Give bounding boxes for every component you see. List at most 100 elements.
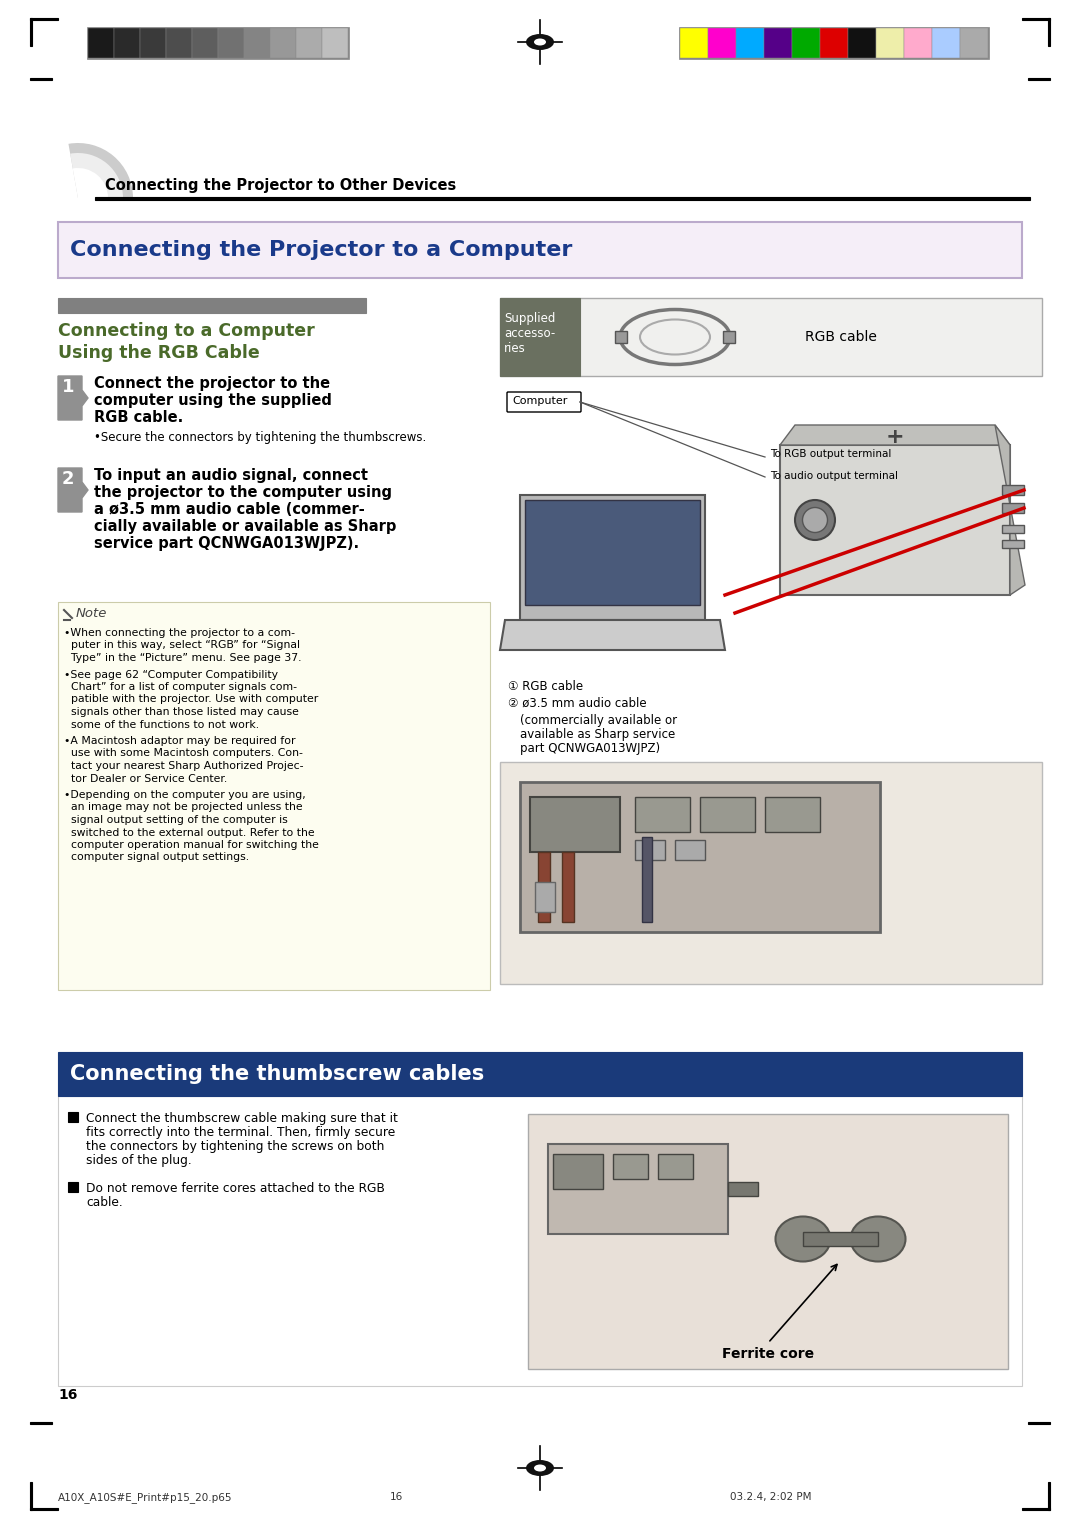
Bar [1022, 18, 1050, 20]
Text: computer operation manual for switching the: computer operation manual for switching … [64, 840, 319, 850]
Bar [58, 298, 366, 313]
Bar [166, 28, 192, 58]
Bar [1002, 539, 1024, 549]
Text: Using the RGB Cable: Using the RGB Cable [58, 344, 260, 362]
Text: •When connecting the projector to a com-: •When connecting the projector to a com- [64, 628, 295, 639]
Text: use with some Macintosh computers. Con-: use with some Macintosh computers. Con- [64, 749, 302, 758]
Text: Ferrite core: Ferrite core [721, 1348, 814, 1361]
Bar [519, 782, 880, 932]
Bar [58, 1051, 1022, 1096]
Text: Connect the projector to the: Connect the projector to the [94, 376, 330, 391]
Bar [140, 28, 166, 58]
Text: To RGB output terminal: To RGB output terminal [770, 449, 891, 458]
Polygon shape [58, 376, 87, 420]
Bar [58, 602, 490, 990]
Text: ① RGB cable: ① RGB cable [508, 680, 583, 694]
Text: the projector to the computer using: the projector to the computer using [94, 484, 392, 500]
Text: RGB cable.: RGB cable. [94, 410, 184, 425]
Ellipse shape [851, 1216, 905, 1262]
Wedge shape [72, 168, 108, 199]
Bar [792, 28, 820, 58]
Text: 03.2.4, 2:02 PM: 03.2.4, 2:02 PM [730, 1491, 811, 1502]
Wedge shape [70, 153, 123, 199]
Text: 16: 16 [390, 1491, 403, 1502]
Bar [658, 1154, 693, 1180]
Polygon shape [519, 495, 705, 620]
Bar [1002, 484, 1024, 495]
Bar [30, 18, 32, 46]
Text: an image may not be projected unless the: an image may not be projected unless the [64, 802, 302, 813]
Bar [764, 28, 792, 58]
FancyBboxPatch shape [507, 393, 581, 413]
Polygon shape [500, 620, 725, 649]
Text: service part QCNWGA013WJPZ).: service part QCNWGA013WJPZ). [94, 536, 360, 552]
Text: switched to the external output. Refer to the: switched to the external output. Refer t… [64, 828, 314, 837]
Text: Note: Note [76, 607, 107, 620]
Bar [30, 18, 58, 20]
Bar [675, 840, 705, 860]
Bar [780, 445, 1010, 594]
Bar [1048, 1482, 1050, 1510]
Bar [58, 1096, 1022, 1386]
Text: +: + [886, 426, 904, 448]
Bar [535, 882, 555, 912]
Text: available as Sharp service: available as Sharp service [519, 727, 675, 741]
Text: Computer: Computer [512, 396, 567, 406]
Ellipse shape [795, 500, 835, 539]
Bar [1048, 18, 1050, 46]
Bar [218, 28, 244, 58]
Text: Type” in the “Picture” menu. See page 37.: Type” in the “Picture” menu. See page 37… [64, 652, 301, 663]
Bar [500, 762, 1042, 984]
Bar [1028, 1423, 1050, 1424]
Text: computer using the supplied: computer using the supplied [94, 393, 332, 408]
Text: 1: 1 [62, 377, 75, 396]
Bar [525, 500, 700, 605]
Text: A10X_A10S#E_Print#p15_20.p65: A10X_A10S#E_Print#p15_20.p65 [58, 1491, 232, 1504]
Bar [728, 1183, 758, 1196]
Text: cable.: cable. [86, 1196, 123, 1209]
Text: patible with the projector. Use with computer: patible with the projector. Use with com… [64, 695, 319, 704]
Bar [68, 1112, 78, 1122]
Bar [848, 28, 876, 58]
Text: part QCNWGA013WJPZ): part QCNWGA013WJPZ) [519, 743, 660, 755]
Bar [613, 1154, 648, 1180]
Text: tact your nearest Sharp Authorized Projec-: tact your nearest Sharp Authorized Proje… [64, 761, 303, 772]
Bar [500, 298, 580, 376]
Polygon shape [58, 468, 87, 512]
Bar [87, 28, 349, 60]
Bar [500, 298, 1042, 376]
Bar [735, 28, 764, 58]
Bar [548, 1144, 728, 1235]
Bar [708, 28, 735, 58]
Ellipse shape [526, 1459, 554, 1476]
Bar [1028, 78, 1050, 79]
Bar [820, 28, 848, 58]
Text: Connect the thumbscrew cable making sure that it: Connect the thumbscrew cable making sure… [86, 1112, 397, 1125]
Bar [1022, 1508, 1050, 1510]
Bar [960, 28, 988, 58]
Text: •Secure the connectors by tightening the thumbscrews.: •Secure the connectors by tightening the… [94, 431, 427, 445]
Text: cially available or available as Sharp: cially available or available as Sharp [94, 520, 396, 533]
Ellipse shape [775, 1216, 831, 1262]
Text: fits correctly into the terminal. Then, firmly secure: fits correctly into the terminal. Then, … [86, 1126, 395, 1138]
Text: To input an audio signal, connect: To input an audio signal, connect [94, 468, 368, 483]
Bar [804, 1232, 878, 1245]
Text: computer signal output settings.: computer signal output settings. [64, 853, 249, 862]
Bar [615, 332, 627, 342]
Bar [635, 840, 665, 860]
Bar [87, 28, 114, 58]
Bar [932, 28, 960, 58]
Polygon shape [780, 425, 1010, 445]
Text: Connecting the thumbscrew cables: Connecting the thumbscrew cables [70, 1063, 484, 1083]
Bar [528, 1114, 1008, 1369]
Text: Connecting to a Computer: Connecting to a Computer [58, 322, 314, 341]
Text: a ø3.5 mm audio cable (commer-: a ø3.5 mm audio cable (commer- [94, 503, 365, 516]
Bar [30, 78, 52, 79]
Text: Connecting the Projector to a Computer: Connecting the Projector to a Computer [70, 240, 572, 260]
Text: sides of the plug.: sides of the plug. [86, 1154, 192, 1167]
Text: some of the functions to not work.: some of the functions to not work. [64, 720, 259, 729]
Bar [114, 28, 140, 58]
Bar [270, 28, 296, 58]
Bar [30, 1423, 52, 1424]
Bar [679, 28, 989, 60]
